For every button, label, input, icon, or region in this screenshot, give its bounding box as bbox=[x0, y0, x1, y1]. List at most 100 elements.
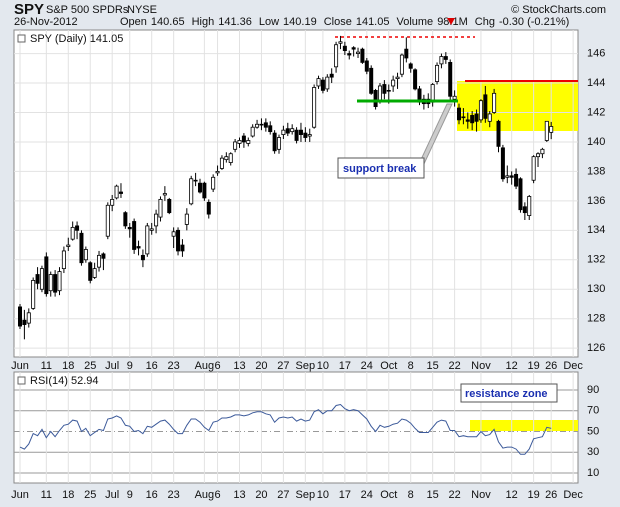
x-tick-label: 6 bbox=[214, 489, 220, 501]
y-tick-label: 146 bbox=[587, 47, 605, 59]
y-tick-label: 136 bbox=[587, 195, 605, 207]
candle-body bbox=[105, 204, 110, 237]
x-tick-label: 15 bbox=[427, 360, 439, 372]
x-tick-label: 15 bbox=[427, 489, 439, 501]
x-tick-label: 22 bbox=[448, 489, 460, 501]
candle-body bbox=[298, 129, 303, 135]
candle-body bbox=[307, 134, 312, 137]
candle-body bbox=[31, 280, 36, 309]
x-tick-label: Nov bbox=[471, 489, 491, 501]
y-tick-label: 30 bbox=[587, 446, 599, 458]
stat-value: 140.65 bbox=[151, 16, 185, 28]
candle-body bbox=[136, 246, 141, 249]
legend: SPY (Daily) 141.05 bbox=[30, 33, 123, 45]
stat-value: 141.05 bbox=[356, 16, 390, 28]
price-panel bbox=[13, 29, 579, 358]
x-tick-label: 10 bbox=[317, 489, 329, 501]
candle-body bbox=[44, 256, 49, 295]
candle-body bbox=[465, 119, 470, 122]
x-tick-label: Oct bbox=[380, 489, 397, 501]
candle-body bbox=[193, 179, 198, 182]
x-tick-label: 25 bbox=[84, 489, 96, 501]
candle-body bbox=[171, 231, 176, 237]
candle-body bbox=[88, 262, 93, 281]
candle-body bbox=[285, 128, 290, 134]
x-tick-label: Jul bbox=[105, 489, 119, 501]
security-name: S&P 500 SPDRs bbox=[46, 4, 129, 16]
candle-body bbox=[312, 87, 317, 128]
candle-body bbox=[399, 54, 404, 75]
candle-body bbox=[342, 45, 347, 52]
zone bbox=[470, 420, 578, 431]
x-tick-label: 12 bbox=[506, 489, 518, 501]
x-tick-label: 18 bbox=[62, 360, 74, 372]
candle-body bbox=[483, 94, 488, 119]
y-tick-label: 130 bbox=[587, 283, 605, 295]
candle-body bbox=[61, 250, 66, 270]
y-tick-label: 70 bbox=[587, 405, 599, 417]
candle-body bbox=[35, 274, 40, 284]
x-tick-label: Aug bbox=[195, 360, 215, 372]
candle-body bbox=[351, 47, 356, 50]
candle-body bbox=[549, 126, 554, 133]
symbol: SPY bbox=[14, 1, 44, 18]
x-tick-label: 26 bbox=[545, 489, 557, 501]
candle-body bbox=[26, 312, 31, 324]
legend: RSI(14) 52.94 bbox=[30, 375, 98, 387]
candle-body bbox=[540, 148, 545, 155]
x-tick-label: 17 bbox=[339, 360, 351, 372]
x-tick-label: 24 bbox=[361, 360, 373, 372]
candle-body bbox=[505, 175, 510, 178]
candle-body bbox=[413, 69, 418, 90]
x-tick-label: 27 bbox=[277, 360, 289, 372]
candle-body bbox=[97, 254, 102, 268]
candle-body bbox=[48, 274, 53, 292]
x-tick-label: 18 bbox=[62, 489, 74, 501]
stat-label: Volume bbox=[396, 16, 433, 28]
candle-body bbox=[17, 306, 22, 327]
y-tick-label: 50 bbox=[587, 425, 599, 437]
candle-body bbox=[39, 268, 44, 290]
x-tick-label: 8 bbox=[408, 489, 414, 501]
candle-body bbox=[224, 156, 229, 161]
x-tick-label: 16 bbox=[146, 489, 158, 501]
candle-body bbox=[206, 201, 211, 215]
candle-body bbox=[347, 53, 352, 56]
x-tick-label: 11 bbox=[41, 360, 52, 372]
stat-label: Low bbox=[259, 16, 279, 28]
x-tick-label: Dec bbox=[563, 360, 583, 372]
candle-body bbox=[255, 123, 260, 128]
stat-label: Open bbox=[120, 16, 147, 28]
candle-body bbox=[127, 226, 132, 230]
zone bbox=[457, 81, 578, 131]
candle-body bbox=[325, 76, 330, 90]
y-tick-label: 138 bbox=[587, 165, 605, 177]
candle-body bbox=[487, 113, 492, 122]
legend-icon bbox=[17, 34, 26, 43]
source: © StockCharts.com bbox=[511, 4, 606, 16]
candle-body bbox=[118, 191, 123, 194]
candle-body bbox=[470, 115, 475, 124]
candle-body bbox=[158, 198, 163, 218]
candle-body bbox=[527, 196, 532, 216]
stat-value: -0.30 (-0.21%) bbox=[499, 16, 569, 28]
candle-body bbox=[180, 244, 185, 252]
candle-body bbox=[233, 141, 238, 150]
candle-body bbox=[474, 113, 479, 122]
candle-body bbox=[509, 175, 514, 178]
candle-body bbox=[492, 92, 497, 113]
candle-body bbox=[154, 213, 159, 227]
down-arrow bbox=[447, 18, 455, 25]
annotation-box bbox=[337, 157, 425, 179]
candle-body bbox=[272, 132, 277, 152]
candle-body bbox=[263, 122, 268, 128]
x-tick-label: 12 bbox=[506, 360, 518, 372]
candle-body bbox=[356, 51, 361, 54]
y-tick-label: 140 bbox=[587, 136, 605, 148]
candle-body bbox=[202, 182, 207, 199]
candle-body bbox=[294, 129, 299, 141]
x-tick-label: Nov bbox=[471, 360, 491, 372]
annotation: support break bbox=[343, 163, 417, 175]
candle-body bbox=[145, 225, 150, 255]
x-tick-label: 20 bbox=[255, 360, 267, 372]
